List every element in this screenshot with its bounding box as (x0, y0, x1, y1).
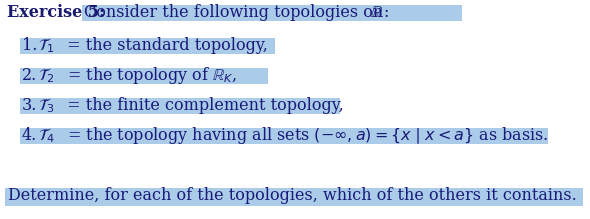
Bar (82, 5, 462, 21)
Text: 3.: 3. (22, 97, 37, 114)
Text: = the finite complement topology,: = the finite complement topology, (62, 97, 344, 114)
Text: 2.: 2. (22, 67, 37, 84)
Text: Consider the following topologies on: Consider the following topologies on (84, 4, 388, 21)
Text: 1.: 1. (22, 37, 37, 54)
Text: 4.: 4. (22, 127, 37, 144)
Text: Determine, for each of the topologies, which of the others it contains.: Determine, for each of the topologies, w… (8, 187, 577, 204)
Bar (20, 128, 548, 144)
Text: $\mathcal{T}_3$: $\mathcal{T}_3$ (38, 96, 54, 115)
Text: = the standard topology,: = the standard topology, (62, 37, 268, 54)
Text: Exercise 5:: Exercise 5: (7, 4, 105, 21)
Text: $\mathcal{T}_1$: $\mathcal{T}_1$ (38, 36, 54, 55)
Text: = the topology having all sets $(-\infty, a) = \{x \mid x < a\}$ as basis.: = the topology having all sets $(-\infty… (62, 125, 549, 146)
Text: = the topology of $\mathbb{R}_K$,: = the topology of $\mathbb{R}_K$, (62, 65, 237, 86)
Text: $\mathbb{R}$: $\mathbb{R}$ (370, 4, 383, 21)
Bar (20, 68, 268, 84)
Bar (5, 188, 583, 206)
Bar (20, 38, 275, 54)
Text: :: : (383, 4, 388, 21)
Text: $\mathcal{T}_4$: $\mathcal{T}_4$ (38, 126, 55, 145)
Bar (20, 98, 340, 114)
Text: $\mathcal{T}_2$: $\mathcal{T}_2$ (38, 66, 54, 85)
